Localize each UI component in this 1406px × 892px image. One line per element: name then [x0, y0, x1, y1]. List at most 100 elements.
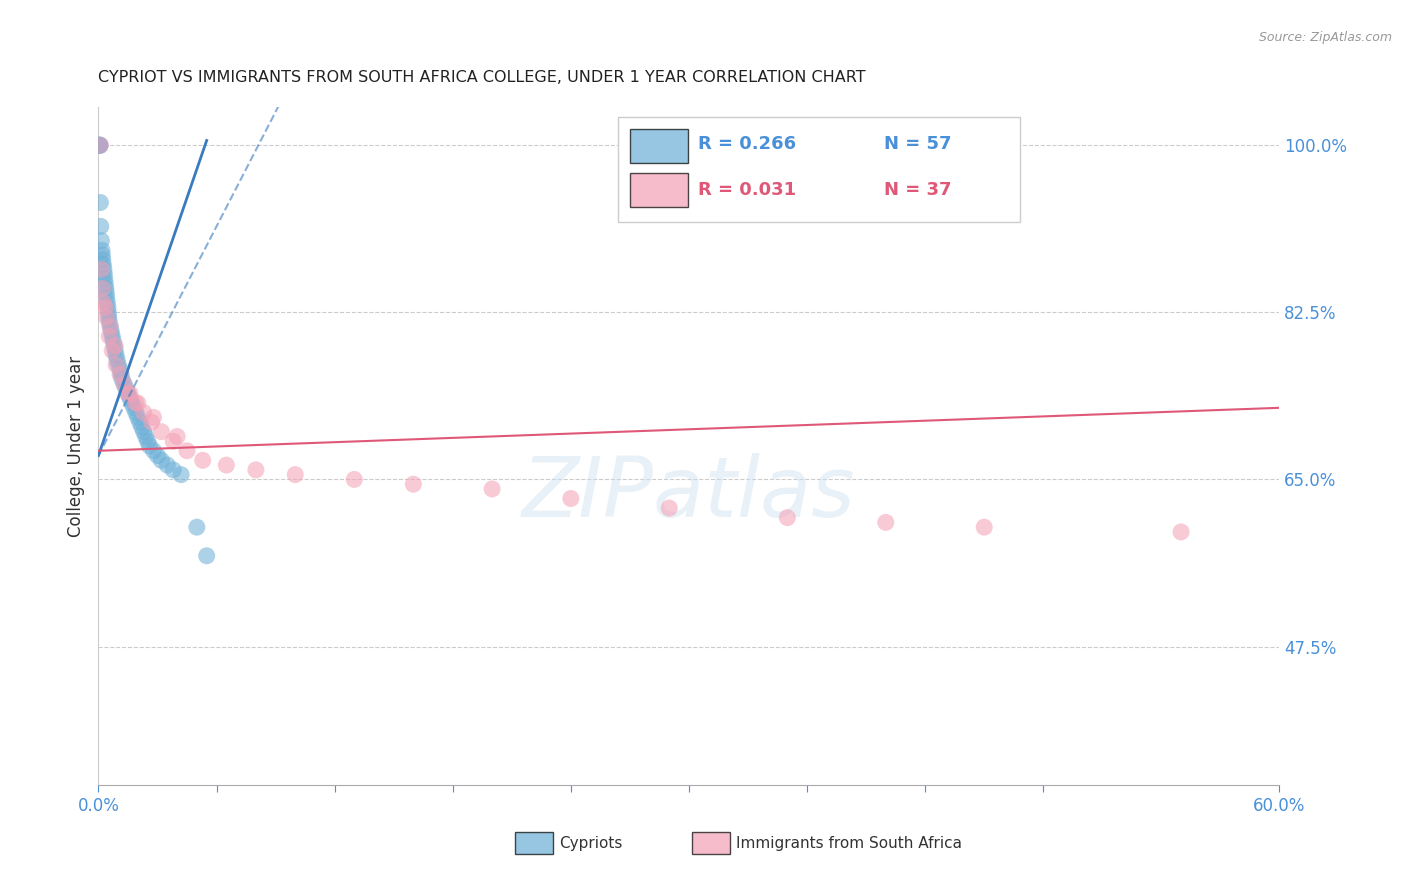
Point — [186, 520, 208, 534]
Point — [98, 315, 121, 329]
Point — [97, 310, 120, 324]
Point — [111, 372, 134, 386]
Point — [91, 252, 114, 267]
FancyBboxPatch shape — [516, 832, 553, 855]
Point — [166, 429, 188, 443]
Point — [481, 482, 503, 496]
Point — [98, 329, 121, 343]
Point — [343, 472, 366, 486]
Point — [91, 244, 114, 258]
Point — [104, 343, 127, 358]
Point — [97, 301, 120, 315]
Point — [89, 138, 111, 153]
Point — [162, 463, 184, 477]
FancyBboxPatch shape — [630, 129, 688, 162]
Point — [973, 520, 995, 534]
Point — [89, 138, 111, 153]
Point — [94, 277, 117, 291]
Point — [103, 339, 125, 353]
Point — [215, 458, 238, 472]
Point — [103, 334, 125, 348]
Point — [101, 329, 124, 343]
Point — [402, 477, 425, 491]
Point — [90, 219, 112, 234]
Point — [112, 376, 135, 391]
Point — [93, 272, 115, 286]
Point — [162, 434, 184, 449]
Text: Immigrants from South Africa: Immigrants from South Africa — [737, 836, 962, 851]
Point — [89, 195, 111, 210]
Point — [115, 382, 138, 396]
Text: R = 0.031: R = 0.031 — [699, 181, 797, 200]
Point — [284, 467, 307, 482]
Point — [135, 429, 157, 443]
FancyBboxPatch shape — [693, 832, 730, 855]
Point — [170, 467, 193, 482]
Point — [94, 301, 117, 315]
Point — [132, 425, 155, 439]
Point — [176, 443, 198, 458]
Point — [96, 291, 118, 305]
Point — [112, 376, 135, 391]
Point — [96, 286, 118, 301]
Point — [121, 396, 143, 410]
Point — [93, 262, 115, 277]
Point — [98, 319, 121, 334]
Point — [142, 410, 165, 425]
Point — [100, 325, 122, 339]
Point — [195, 549, 218, 563]
Point — [89, 138, 111, 153]
Point — [127, 410, 149, 425]
Point — [875, 516, 897, 530]
Point — [117, 386, 139, 401]
Point — [132, 406, 155, 420]
Point — [136, 434, 159, 449]
Point — [560, 491, 582, 506]
Point — [141, 415, 163, 429]
Point — [150, 453, 173, 467]
Point — [118, 391, 141, 405]
Text: N = 57: N = 57 — [884, 136, 952, 153]
Point — [108, 368, 131, 382]
Point — [96, 295, 118, 310]
FancyBboxPatch shape — [630, 173, 688, 207]
Point — [150, 425, 173, 439]
Point — [89, 138, 111, 153]
Point — [156, 458, 179, 472]
Y-axis label: College, Under 1 year: College, Under 1 year — [66, 355, 84, 537]
Point — [105, 353, 128, 368]
Text: CYPRIOT VS IMMIGRANTS FROM SOUTH AFRICA COLLEGE, UNDER 1 YEAR CORRELATION CHART: CYPRIOT VS IMMIGRANTS FROM SOUTH AFRICA … — [98, 70, 866, 85]
Point — [117, 386, 139, 401]
Text: R = 0.266: R = 0.266 — [699, 136, 797, 153]
Text: Cypriots: Cypriots — [560, 836, 623, 851]
Point — [98, 319, 121, 334]
Point — [91, 248, 114, 262]
FancyBboxPatch shape — [619, 117, 1019, 222]
Point — [1170, 524, 1192, 539]
Point — [658, 501, 681, 516]
Point — [128, 415, 150, 429]
Point — [93, 267, 115, 281]
Point — [776, 510, 799, 524]
Point — [96, 310, 118, 324]
Point — [90, 262, 112, 277]
Point — [142, 443, 165, 458]
Point — [91, 281, 114, 295]
Point — [138, 439, 160, 453]
Point — [118, 386, 141, 401]
Point — [90, 234, 112, 248]
Text: N = 37: N = 37 — [884, 181, 952, 200]
Point — [105, 348, 128, 362]
Text: Source: ZipAtlas.com: Source: ZipAtlas.com — [1258, 31, 1392, 45]
Point — [191, 453, 214, 467]
Point — [125, 406, 148, 420]
Point — [107, 358, 129, 372]
Point — [245, 463, 267, 477]
Point — [108, 362, 131, 376]
Text: ZIPatlas: ZIPatlas — [522, 453, 856, 534]
Point — [101, 343, 124, 358]
Point — [127, 396, 149, 410]
Point — [104, 339, 127, 353]
Point — [105, 358, 128, 372]
Point — [93, 258, 115, 272]
